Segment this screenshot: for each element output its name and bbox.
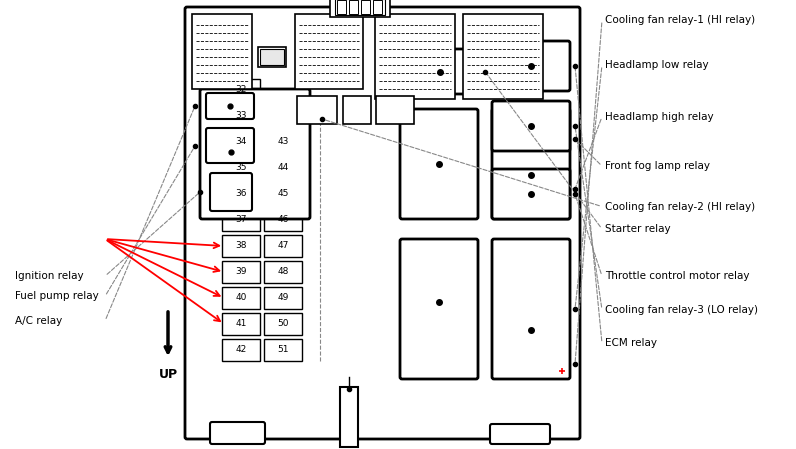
Text: UP: UP [158, 367, 178, 380]
FancyBboxPatch shape [492, 169, 570, 219]
Text: 37: 37 [236, 216, 247, 224]
Text: 34: 34 [236, 137, 247, 146]
Bar [373, 0, 382, 14]
Bar [264, 313, 302, 335]
Text: Headlamp low relay: Headlamp low relay [605, 60, 708, 70]
Bar [260, 49, 284, 65]
FancyBboxPatch shape [400, 239, 478, 379]
FancyBboxPatch shape [210, 173, 252, 211]
Bar [264, 131, 302, 153]
Bar [297, 96, 337, 124]
Bar [222, 339, 260, 361]
Bar [222, 131, 260, 153]
Bar [264, 157, 302, 179]
FancyBboxPatch shape [206, 93, 254, 119]
FancyBboxPatch shape [185, 7, 580, 439]
Bar [349, 0, 358, 14]
FancyBboxPatch shape [206, 128, 254, 163]
Text: 50: 50 [277, 320, 289, 329]
FancyBboxPatch shape [400, 49, 480, 94]
Bar [335, 0, 385, 15]
Bar [264, 261, 302, 283]
FancyBboxPatch shape [492, 41, 570, 91]
Bar [222, 209, 260, 231]
Text: A/C relay: A/C relay [15, 316, 62, 326]
Text: 44: 44 [277, 163, 289, 172]
Text: 51: 51 [277, 345, 289, 355]
Text: 36: 36 [236, 189, 247, 198]
Text: Headlamp high relay: Headlamp high relay [605, 112, 714, 122]
Bar [361, 0, 370, 14]
Text: 41: 41 [236, 320, 247, 329]
FancyBboxPatch shape [210, 422, 265, 444]
Text: 32: 32 [236, 85, 247, 94]
Bar [330, 0, 390, 17]
Text: 43: 43 [277, 137, 289, 146]
Text: 33: 33 [236, 111, 247, 120]
Bar [376, 96, 414, 124]
Bar [222, 313, 260, 335]
Bar [340, 387, 358, 447]
Bar [222, 287, 260, 309]
Text: 39: 39 [236, 268, 247, 277]
Text: Throttle control motor relay: Throttle control motor relay [605, 271, 750, 281]
Text: Cooling fan relay-1 (HI relay): Cooling fan relay-1 (HI relay) [605, 15, 755, 25]
Bar [337, 0, 346, 14]
FancyBboxPatch shape [400, 109, 478, 219]
Text: Fuel pump relay: Fuel pump relay [15, 291, 99, 301]
Bar [264, 235, 302, 257]
Bar [192, 14, 252, 89]
Bar [222, 235, 260, 257]
Bar [222, 261, 260, 283]
Bar [222, 105, 260, 127]
Text: 38: 38 [236, 242, 247, 251]
Text: 46: 46 [277, 216, 289, 224]
Bar [264, 209, 302, 231]
Text: 49: 49 [277, 294, 289, 303]
Text: Starter relay: Starter relay [605, 224, 670, 234]
FancyBboxPatch shape [492, 109, 570, 219]
Bar [375, 14, 455, 99]
Text: 42: 42 [236, 345, 247, 355]
Text: 35: 35 [236, 163, 247, 172]
Text: 47: 47 [277, 242, 289, 251]
Text: Cooling fan relay-2 (HI relay): Cooling fan relay-2 (HI relay) [605, 202, 755, 211]
FancyBboxPatch shape [490, 424, 550, 444]
Bar [222, 157, 260, 179]
Bar [264, 183, 302, 205]
Text: 48: 48 [277, 268, 289, 277]
Bar [264, 287, 302, 309]
Bar [463, 14, 543, 99]
Bar [264, 339, 302, 361]
Bar [343, 96, 371, 124]
Text: 40: 40 [236, 294, 247, 303]
Bar [222, 79, 260, 101]
Bar [295, 14, 363, 89]
Text: ECM relay: ECM relay [605, 339, 657, 348]
Text: Ignition relay: Ignition relay [15, 271, 84, 281]
FancyBboxPatch shape [492, 239, 570, 379]
Bar [258, 47, 286, 67]
FancyBboxPatch shape [492, 101, 570, 151]
Text: 45: 45 [277, 189, 289, 198]
Text: Front fog lamp relay: Front fog lamp relay [605, 161, 710, 171]
Text: Cooling fan relay-3 (LO relay): Cooling fan relay-3 (LO relay) [605, 305, 758, 315]
Bar [222, 183, 260, 205]
FancyBboxPatch shape [200, 89, 310, 219]
